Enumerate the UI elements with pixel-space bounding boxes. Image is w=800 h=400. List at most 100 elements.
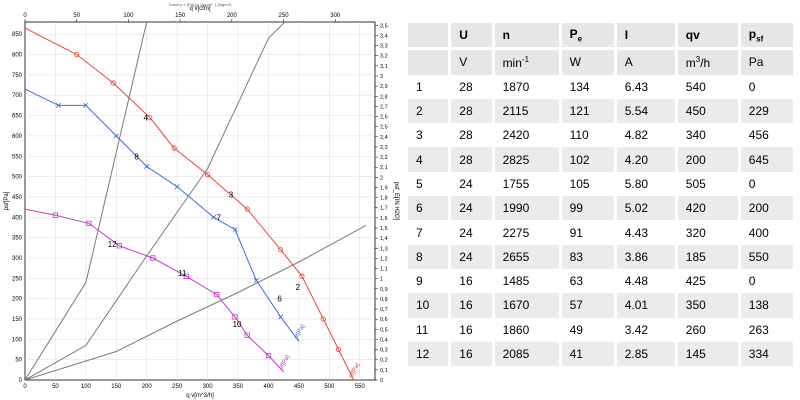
y-tick-label: 700 bbox=[12, 93, 23, 99]
table-row: 5 24 1755 105 5.80 505 0 bbox=[408, 171, 796, 197]
y2-tick-label: 2,1 bbox=[380, 165, 388, 171]
unit-superscript: -1 bbox=[521, 54, 530, 64]
y2-tick-label: 3,1 bbox=[380, 64, 388, 70]
table-cell: 57 bbox=[561, 293, 617, 318]
table-cell: 1755 bbox=[495, 171, 562, 197]
table-cell: 110 bbox=[562, 123, 617, 148]
series-marker bbox=[253, 277, 259, 283]
fan-performance-chart: 0501001502002503003504004505005506006507… bbox=[4, 2, 399, 399]
y-tick-label: 500 bbox=[12, 175, 23, 181]
y2-tick-label: 0,6 bbox=[380, 317, 388, 323]
table-cell: 28 bbox=[451, 147, 495, 172]
series-marker bbox=[74, 51, 80, 58]
series-line bbox=[25, 27, 355, 380]
table-cell: 4.43 bbox=[617, 220, 678, 245]
table-header-cell: psf bbox=[740, 23, 796, 48]
unit-symbol: A bbox=[624, 55, 633, 70]
y2-tick-label: 0,7 bbox=[380, 307, 388, 313]
table-cell: 5.80 bbox=[617, 171, 678, 197]
y-tick-label: 150 bbox=[12, 317, 23, 323]
y2-tick-label: 3 bbox=[380, 74, 383, 80]
series-marker bbox=[150, 255, 156, 261]
x2-tick-label: 300 bbox=[330, 13, 341, 19]
series-marker bbox=[83, 102, 89, 108]
table-cell: 145 bbox=[677, 341, 741, 367]
operating-point-label: 6 bbox=[277, 295, 282, 304]
x-tick-label: 500 bbox=[324, 384, 335, 390]
y2-tick-label: 0 bbox=[380, 378, 383, 384]
row-index-cell: 9 bbox=[408, 268, 452, 294]
table-unit-cell: m3/h bbox=[677, 47, 741, 75]
header-symbol: P bbox=[569, 26, 578, 41]
unit-symbol: Pa bbox=[748, 55, 764, 70]
x-tick-label: 450 bbox=[294, 384, 305, 390]
table-cell: 2655 bbox=[494, 244, 562, 269]
y-tick-label: 800 bbox=[12, 53, 23, 59]
series-marker bbox=[232, 314, 238, 320]
unit-tail: /h bbox=[700, 55, 711, 70]
y2-tick-label: 1,7 bbox=[380, 206, 388, 212]
x2-tick-label: 100 bbox=[123, 13, 134, 19]
operating-point-label: 12 bbox=[108, 240, 117, 249]
y2-tick-label: 1,1 bbox=[380, 267, 388, 273]
table-cell: 2.85 bbox=[616, 341, 678, 367]
y2-tick-label: 2,7 bbox=[380, 104, 388, 110]
x2-tick-label: 200 bbox=[227, 13, 238, 19]
row-index-cell: 2 bbox=[408, 98, 452, 124]
y2-tick-label: 1,2 bbox=[380, 256, 388, 262]
table-cell: 420 bbox=[677, 196, 741, 221]
table-cell: 6.43 bbox=[617, 74, 678, 99]
y2-tick-label: 1,4 bbox=[380, 236, 388, 242]
y-tick-label: 550 bbox=[12, 154, 23, 160]
y2-tick-label: 0,2 bbox=[380, 358, 388, 364]
row-index-cell: 5 bbox=[408, 171, 452, 197]
table-cell: 16 bbox=[451, 341, 495, 367]
y2-tick-label: 0,3 bbox=[380, 348, 388, 354]
table-cell: 0 bbox=[741, 268, 796, 294]
table-cell: 28 bbox=[451, 98, 495, 124]
series-marker bbox=[211, 214, 217, 220]
series-marker bbox=[116, 243, 122, 249]
table-cell: 2420 bbox=[495, 123, 562, 148]
table-cell: 24 bbox=[451, 220, 495, 245]
y2-tick-label: 2,4 bbox=[380, 135, 388, 141]
table-cell: 185 bbox=[677, 244, 741, 269]
table-header-cell: U bbox=[451, 23, 495, 48]
system-curve bbox=[25, 22, 148, 380]
table-cell: 3.86 bbox=[616, 244, 678, 269]
table-cell: 16 bbox=[451, 293, 495, 318]
operating-point-label: 11 bbox=[178, 269, 187, 278]
operating-point-label: 10 bbox=[233, 320, 242, 329]
y-axis-label: psf[Pa] bbox=[4, 191, 10, 210]
operating-point-label: 4 bbox=[144, 114, 149, 123]
table-cell: 200 bbox=[677, 147, 741, 172]
table-cell: 99 bbox=[561, 196, 617, 221]
table-cell: 28 bbox=[451, 123, 495, 148]
y2-tick-label: 3,3 bbox=[380, 44, 388, 50]
table-header-cell: Pe bbox=[561, 23, 617, 48]
y2-tick-label: 1,5 bbox=[380, 226, 388, 232]
header-symbol: p bbox=[748, 26, 757, 41]
table-cell: 456 bbox=[741, 123, 796, 148]
table-cell: 83 bbox=[561, 244, 617, 269]
series-marker bbox=[205, 171, 211, 178]
table-row: 9 16 1485 63 4.48 425 0 bbox=[408, 268, 796, 294]
table-row: 12 16 2085 41 2.85 145 334 bbox=[408, 341, 796, 367]
table-cell: 2275 bbox=[495, 220, 562, 245]
series-marker bbox=[171, 145, 177, 151]
y2-tick-label: 2,9 bbox=[380, 84, 388, 90]
series-marker bbox=[278, 247, 284, 253]
row-index-cell: 12 bbox=[408, 341, 452, 367]
table-row: 11 16 1860 49 3.42 260 263 bbox=[408, 317, 796, 342]
operating-point-label: 7 bbox=[217, 213, 222, 222]
table-header-cell: qv bbox=[677, 23, 741, 48]
table-cell: 63 bbox=[562, 268, 617, 294]
y2-tick-label: 1,9 bbox=[380, 185, 388, 191]
y2-tick-label: 3,2 bbox=[380, 54, 388, 60]
y-tick-label: 50 bbox=[15, 358, 22, 364]
x2-axis-label: q v[cfm] bbox=[189, 6, 210, 12]
series-marker bbox=[174, 184, 180, 190]
table-cell: 134 bbox=[562, 74, 617, 99]
table-cell: 2825 bbox=[494, 147, 562, 172]
